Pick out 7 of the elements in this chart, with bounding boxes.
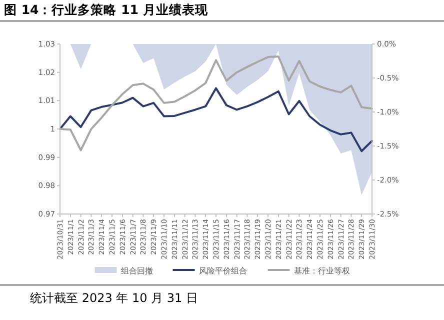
line-series bbox=[59, 87, 373, 152]
legend-label: 组合回撤 bbox=[120, 266, 153, 276]
legend-label: 基准：行业等权 bbox=[294, 266, 350, 276]
chart-title: 图 14：行业多策略 11 月业绩表现 bbox=[4, 2, 209, 17]
text: 统计截至 2023 年 10 月 31 日 bbox=[30, 291, 198, 305]
legend-label: 风险平价组合 bbox=[198, 266, 247, 276]
line-series bbox=[59, 55, 373, 152]
